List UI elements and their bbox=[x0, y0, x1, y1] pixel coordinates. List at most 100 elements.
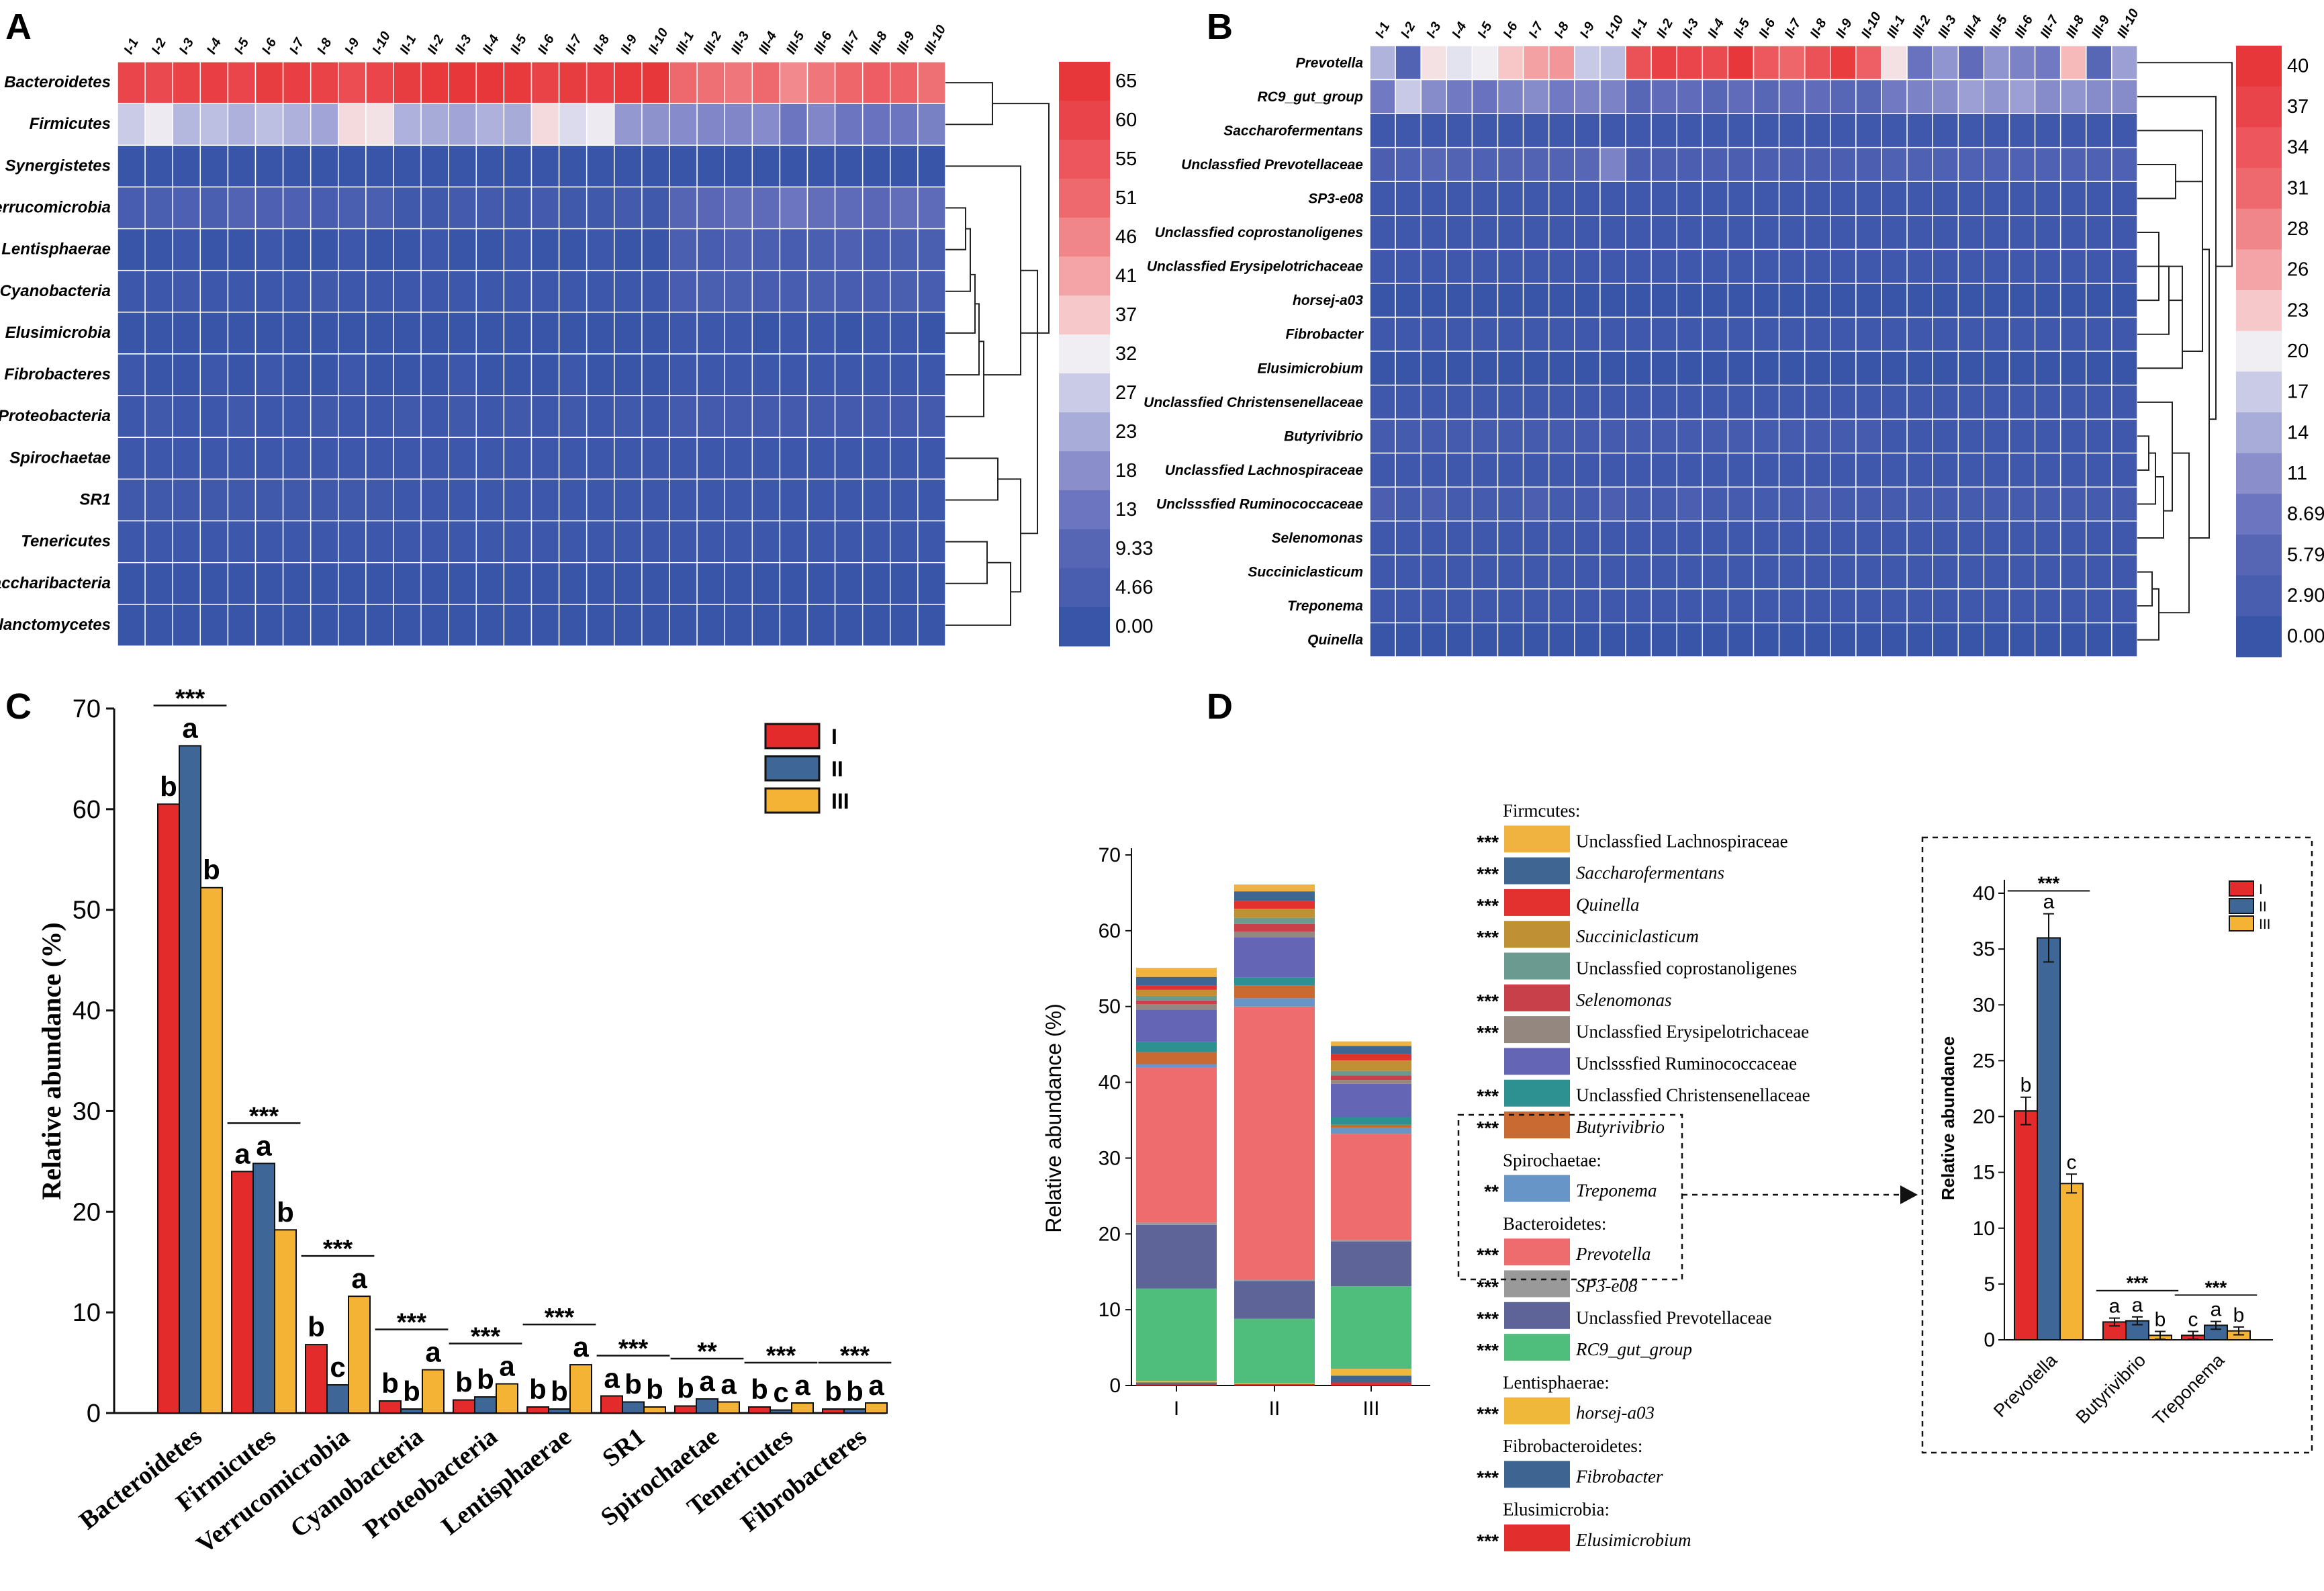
heatmap-cell bbox=[586, 478, 615, 522]
heatmap-cell bbox=[1855, 588, 1882, 624]
bar-cyanobacteria-iii bbox=[422, 1369, 445, 1414]
legend-label: RC9_gut_group bbox=[1575, 1339, 1692, 1359]
heatmap-cell bbox=[1625, 215, 1652, 251]
heatmap-cell bbox=[641, 269, 670, 313]
heatmap-cell bbox=[1983, 452, 2010, 488]
heatmap-cell bbox=[724, 144, 753, 188]
heatmap-cell bbox=[282, 561, 312, 605]
heatmap-cell bbox=[338, 61, 367, 104]
heatmap-cell bbox=[1599, 248, 1626, 284]
heatmap-cell bbox=[1753, 79, 1780, 114]
heatmap-cell bbox=[1574, 351, 1601, 386]
legend-label: Prevotella bbox=[1575, 1244, 1651, 1264]
column-label: III-10 bbox=[921, 23, 949, 57]
heatmap-cell bbox=[2008, 384, 2036, 420]
stack-segment-i-treponema bbox=[1136, 1064, 1217, 1067]
heatmap-cell bbox=[448, 144, 477, 188]
heatmap-cell bbox=[1830, 113, 1857, 148]
significance-letter: b bbox=[160, 770, 177, 802]
dendrogram-branch bbox=[945, 303, 980, 376]
heatmap-cell bbox=[393, 103, 422, 146]
heatmap-cell bbox=[1804, 248, 1831, 284]
legend-label: Butyrivibrio bbox=[1576, 1117, 1665, 1137]
heatmap-cell bbox=[890, 353, 919, 396]
heatmap-cell bbox=[1702, 452, 1729, 488]
legend-swatch-unclassfied-erysipelotrichaceae bbox=[1504, 1016, 1570, 1044]
heatmap-cell bbox=[393, 561, 422, 605]
heatmap-cell bbox=[503, 61, 532, 104]
color-scale-label: 13 bbox=[1115, 499, 1137, 520]
stack-segment-iii-unclassfied-prevotellaceae bbox=[1331, 1241, 1411, 1287]
heatmap-cell bbox=[1446, 79, 1473, 114]
heatmap-cell bbox=[1497, 520, 1524, 556]
dendrogram-branch bbox=[945, 228, 971, 292]
heatmap-cell bbox=[254, 61, 284, 104]
legend-swatch-succiniclasticum bbox=[1504, 921, 1570, 948]
heatmap-cell bbox=[2034, 283, 2061, 318]
stack-segment-iii-rc9-gut-group bbox=[1331, 1286, 1411, 1369]
heatmap-cell bbox=[1420, 113, 1448, 148]
column-label: III-3 bbox=[1935, 13, 1959, 41]
heatmap-cell bbox=[117, 186, 146, 230]
heatmap-cell bbox=[1983, 520, 2010, 556]
heatmap-cell bbox=[1446, 181, 1473, 216]
heatmap-cell bbox=[2059, 113, 2087, 148]
heatmap-cell bbox=[1395, 113, 1422, 148]
heatmap-cell bbox=[1906, 486, 1933, 522]
heatmap-cell bbox=[1548, 486, 1575, 522]
heatmap-cell bbox=[475, 61, 505, 104]
heatmap-cell bbox=[2034, 181, 2061, 216]
error-bar bbox=[2155, 1330, 2166, 1340]
heatmap-cell bbox=[338, 228, 367, 271]
heatmap-cell bbox=[172, 478, 201, 522]
heatmap-cell bbox=[1548, 316, 1575, 352]
dendrogram-branch bbox=[998, 478, 1021, 593]
heatmap-cell bbox=[1957, 45, 1985, 81]
heatmap-cell bbox=[282, 144, 312, 188]
legend-group-label: Fibrobacteroidetes: bbox=[1503, 1436, 1642, 1456]
significance-stars: *** bbox=[766, 1342, 796, 1370]
heatmap-cell bbox=[1446, 113, 1473, 148]
heatmap-cell bbox=[724, 103, 753, 146]
heatmap-cell bbox=[1855, 554, 1882, 590]
heatmap-cell bbox=[1395, 351, 1422, 386]
heatmap-cell bbox=[558, 353, 588, 396]
heatmap-cell bbox=[917, 61, 946, 104]
heatmap-cell bbox=[420, 520, 449, 563]
color-scale-label: 28 bbox=[2287, 218, 2309, 240]
column-label: I-6 bbox=[259, 36, 280, 57]
heatmap-cell bbox=[696, 103, 725, 146]
legend-swatch-unclassfied-coprostanoligenes bbox=[1504, 952, 1570, 980]
heatmap-cell bbox=[1676, 113, 1704, 148]
dendrogram-branch bbox=[2137, 588, 2159, 641]
stack-segment-iii-treponema bbox=[1331, 1128, 1411, 1134]
heatmap-cell bbox=[1855, 418, 1882, 454]
heatmap-cell bbox=[1522, 520, 1550, 556]
column-label: II-4 bbox=[480, 32, 502, 56]
heatmap-cell bbox=[1548, 248, 1575, 284]
stack-segment-iii-saccharofermentans bbox=[1331, 1046, 1411, 1054]
heatmap-cell bbox=[1420, 215, 1448, 251]
color-scale-swatch bbox=[1059, 607, 1110, 647]
column-label: I-5 bbox=[1475, 19, 1495, 41]
heatmap-cell bbox=[1778, 520, 1806, 556]
dendrogram-branch bbox=[2137, 435, 2149, 471]
heatmap-cell bbox=[586, 269, 615, 313]
heatmap-cell bbox=[282, 437, 312, 480]
heatmap-cell bbox=[2008, 452, 2036, 488]
heatmap-cell bbox=[862, 228, 891, 271]
heatmap-cell bbox=[1599, 384, 1626, 420]
stack-segment-iii-unclassfied-christensenellaceae bbox=[1331, 1117, 1411, 1125]
heatmap-cell bbox=[1830, 283, 1857, 318]
heatmap-cell bbox=[1446, 418, 1473, 454]
heatmap-cell bbox=[338, 312, 367, 355]
heatmap-cell bbox=[890, 103, 919, 146]
heatmap-cell bbox=[117, 520, 146, 563]
heatmap-cell bbox=[1471, 486, 1499, 522]
legend-label: Succiniclasticum bbox=[1576, 926, 1699, 946]
heatmap-cell bbox=[834, 561, 864, 605]
legend-significance: *** bbox=[1477, 1308, 1499, 1329]
heatmap-cell bbox=[1471, 452, 1499, 488]
heatmap-cell bbox=[393, 520, 422, 563]
heatmap-cell bbox=[1983, 316, 2010, 352]
